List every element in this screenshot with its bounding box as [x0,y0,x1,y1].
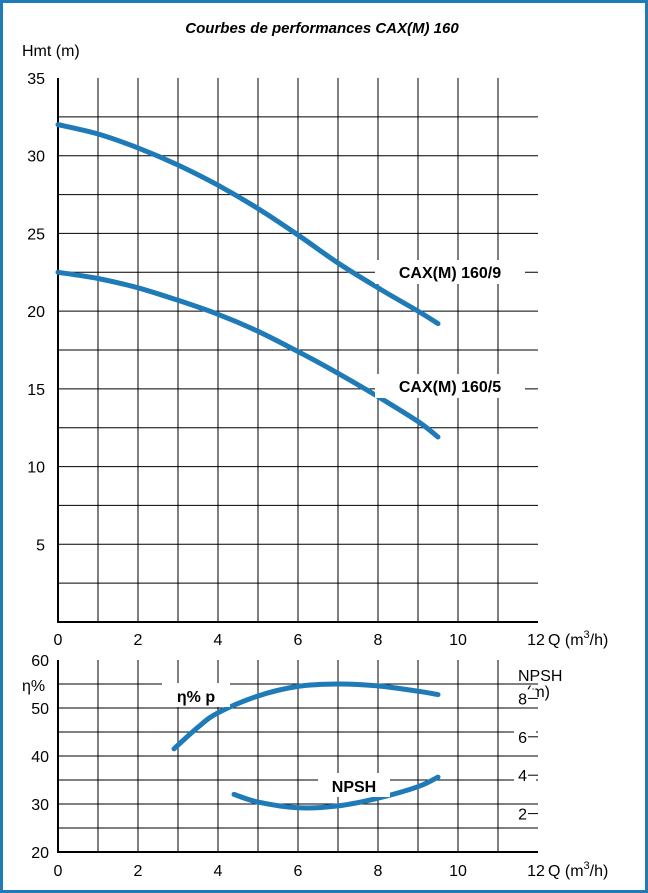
top-y-tick-label: 25 [27,226,45,243]
bottom-y-tick-label: 20 [31,845,49,862]
npsh-tick-bg [514,804,536,823]
top-y-tick-label: 35 [27,71,45,88]
top-series-label: CAX(M) 160/5 [399,379,501,396]
top-y-tick-label: 5 [36,537,45,554]
bottom-x-tick-label: 0 [54,863,63,880]
npsh-tick-label: 6 [518,730,527,747]
top-x-tick-label: 8 [374,632,383,649]
bottom-axis-frame [57,660,538,853]
top-series-label: CAX(M) 160/9 [399,265,501,282]
series-label-bg [375,260,525,284]
bottom-x-tick-label: 4 [214,863,223,880]
top-y-axis-label: Hmt (m) [22,43,80,60]
bottom-x-tick-label: 2 [134,863,143,880]
bottom-y-axis-label: η% [22,678,45,695]
top-x-tick-label: 2 [134,632,143,649]
top-y-tick-label: 30 [27,149,45,166]
bottom-x-tick-label: 6 [294,863,303,880]
npsh-tick-bg [514,689,536,708]
npsh-tick-label: 8 [518,691,527,708]
efficiency-series-label: η% p [177,689,215,706]
npsh-tick-bg [514,766,536,785]
npsh-series-label: NPSH [332,779,376,796]
series-label-bg [318,773,390,797]
bottom-y-tick-label: 60 [31,653,49,670]
top-y-tick-label: 20 [27,304,45,321]
top-x-tick-label: 6 [294,632,303,649]
bottom-x-tick-label: 8 [374,863,383,880]
bottom-y-tick-label: 30 [31,797,49,814]
npsh-tick-bg [514,727,536,746]
top-x-tick-label: 0 [54,632,63,649]
npsh-tick-label: 2 [518,807,527,824]
bottom-x-axis-label: Q (m3/h) [548,860,608,880]
top-series-curve [55,122,441,327]
top-y-tick-label: 15 [27,382,45,399]
top-x-tick-label: 12 [527,632,545,649]
top-series-curve [55,269,441,440]
bottom-series-curve [171,681,441,752]
npsh-axis-label: NPSH [518,668,562,685]
series-label-bg [375,374,525,398]
series-label-bg [162,683,230,707]
top-axis-frame [57,78,538,623]
bottom-y-tick-label: 50 [31,701,49,718]
bottom-series-curve [231,774,441,811]
npsh-tick-label: 4 [518,768,527,785]
top-y-tick-label: 10 [27,460,45,477]
bottom-y-tick-label: 40 [31,749,49,766]
top-x-tick-label: 4 [214,632,223,649]
top-x-tick-label: 10 [449,632,467,649]
bottom-x-tick-label: 10 [449,863,467,880]
chart-title: Courbes de performances CAX(M) 160 [185,20,459,37]
top-x-axis-label: Q (m3/h) [548,629,608,649]
bottom-x-tick-label: 12 [527,863,545,880]
